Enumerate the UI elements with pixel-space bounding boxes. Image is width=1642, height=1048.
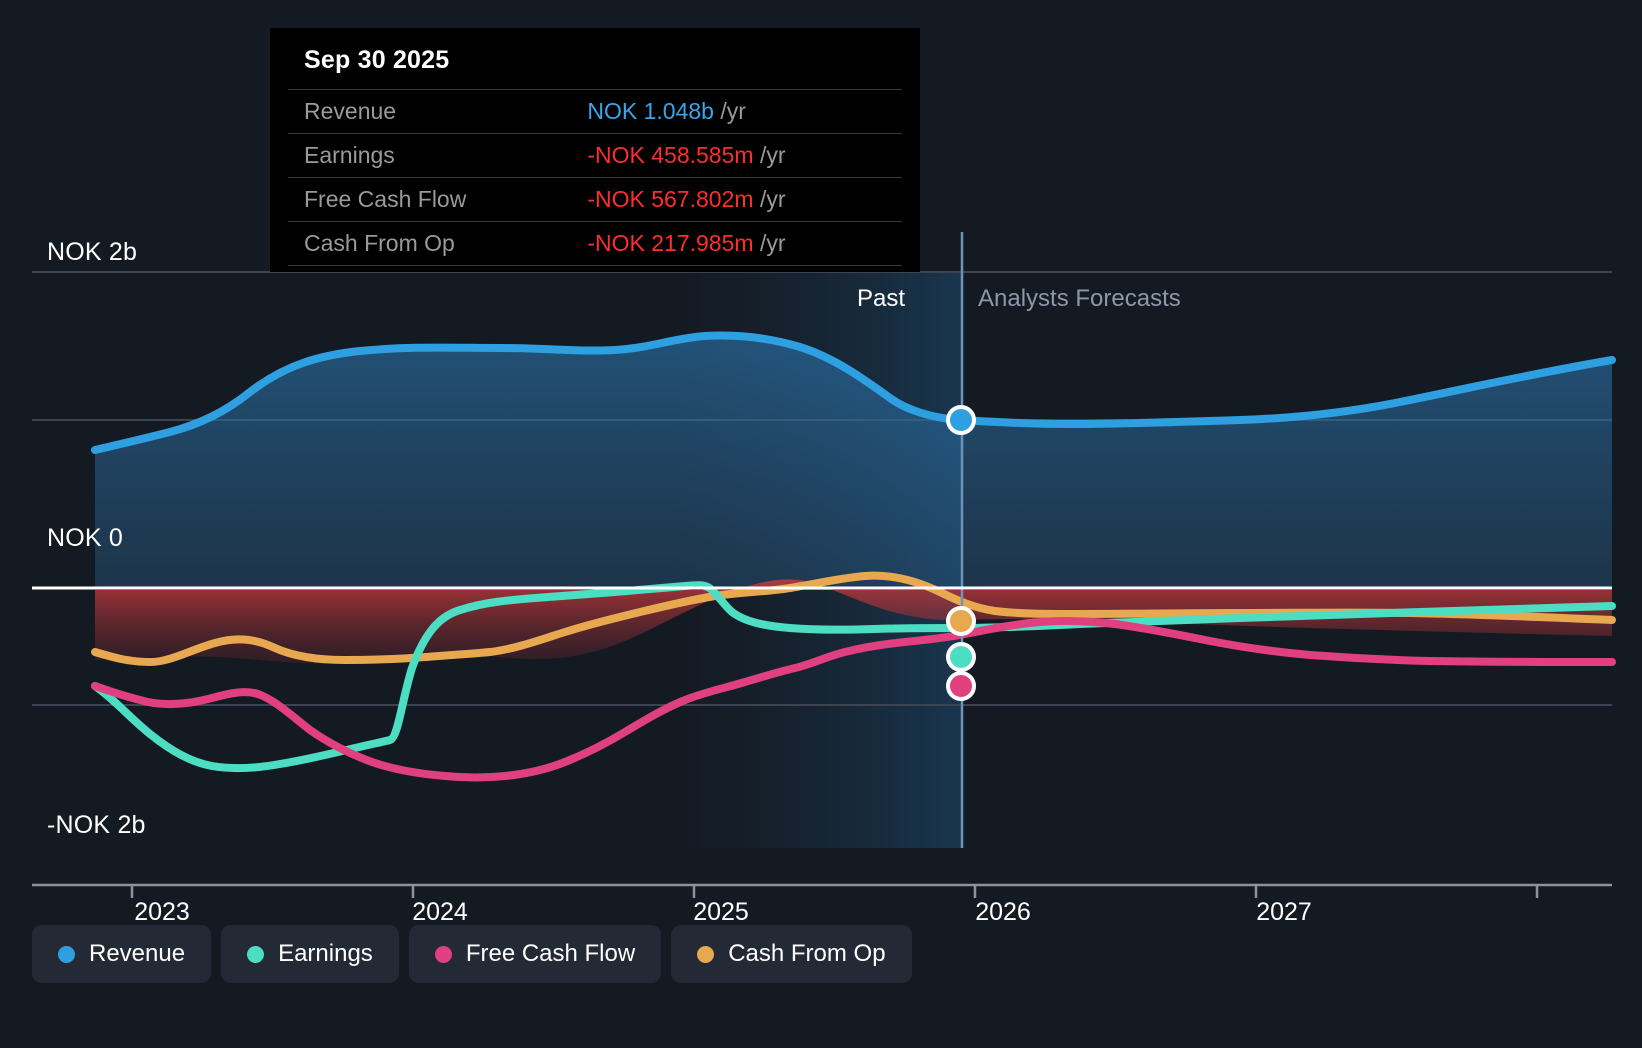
value-markers	[946, 405, 976, 701]
tooltip-date: Sep 30 2025	[304, 46, 450, 74]
tooltip-row-amount: -NOK 217.985m	[587, 230, 754, 256]
tooltip-row-label: Cash From Op	[288, 221, 558, 266]
cash-from-op-color-dot-icon	[697, 945, 715, 963]
x-axis	[32, 883, 1612, 898]
legend-item-free-cash-flow[interactable]: Free Cash Flow	[408, 925, 662, 983]
y-axis-label-bottom: -NOK 2b	[47, 811, 146, 839]
cash-from-op-line	[91, 571, 1616, 666]
y-axis-label-top: NOK 2b	[47, 238, 138, 266]
free-cash-flow-color-dot-icon	[434, 945, 452, 963]
tooltip-row-label: Earnings	[288, 133, 558, 178]
tooltip-row-unit: /yr	[759, 142, 786, 168]
marker-free-cash-flow[interactable]	[946, 671, 976, 701]
y-axis-label-zero: NOK 0	[47, 524, 124, 552]
plot-area	[32, 232, 1616, 898]
tooltip-row-value: -NOK 567.802m /yr	[557, 177, 902, 222]
earnings-line	[91, 581, 1616, 773]
chart-legend: Revenue Earnings Free Cash Flow Cash Fro…	[32, 925, 912, 983]
tooltip-row-value: NOK 1.048b /yr	[557, 89, 902, 134]
revenue-color-dot-icon	[58, 945, 75, 963]
table-row: Cash From Op -NOK 217.985m /yr	[288, 221, 902, 266]
tooltip-row-amount: -NOK 458.585m	[587, 142, 754, 168]
x-axis-label-2026: 2026	[975, 898, 1031, 926]
tooltip-table: Revenue NOK 1.048b /yr Earnings -NOK 458…	[288, 89, 902, 266]
tooltip-row-label: Free Cash Flow	[288, 177, 558, 222]
earnings-color-dot-icon	[247, 945, 265, 963]
free-cash-flow-line	[91, 616, 1616, 782]
legend-label: Free Cash Flow	[465, 940, 636, 967]
x-axis-label-2023: 2023	[134, 898, 190, 926]
marker-revenue[interactable]	[946, 405, 976, 435]
analysts-forecasts-label: Analysts Forecasts	[978, 285, 1181, 312]
tooltip-row-amount: -NOK 567.802m	[587, 186, 754, 212]
x-axis-label-2025: 2025	[693, 898, 749, 926]
datapoint-tooltip: Sep 30 2025 Revenue NOK 1.048b /yr Earni…	[270, 28, 920, 272]
revenue-area	[95, 335, 1612, 588]
loss-shading	[95, 579, 1612, 664]
tooltip-row-label: Revenue	[288, 89, 558, 134]
tooltip-row-unit: /yr	[759, 230, 786, 256]
past-label: Past	[856, 285, 905, 312]
legend-label: Earnings	[278, 940, 373, 967]
tooltip-row-unit: /yr	[720, 98, 746, 124]
revenue-line	[91, 331, 1616, 454]
tooltip-row-amount: NOK 1.048b	[587, 98, 714, 124]
marker-cash-from-op[interactable]	[946, 606, 976, 636]
legend-item-cash-from-op[interactable]: Cash From Op	[671, 925, 912, 983]
tooltip-row-value: -NOK 458.585m /yr	[557, 133, 902, 178]
legend-label: Cash From Op	[728, 940, 886, 967]
marker-earnings[interactable]	[946, 642, 976, 672]
table-row: Free Cash Flow -NOK 567.802m /yr	[288, 177, 902, 222]
table-row: Revenue NOK 1.048b /yr	[288, 89, 902, 134]
table-row: Earnings -NOK 458.585m /yr	[288, 133, 902, 178]
legend-item-revenue[interactable]: Revenue	[32, 925, 212, 983]
legend-item-earnings[interactable]: Earnings	[221, 925, 399, 983]
x-axis-label-2024: 2024	[412, 898, 468, 926]
tooltip-row-unit: /yr	[759, 186, 786, 212]
x-axis-label-2027: 2027	[1256, 898, 1312, 926]
legend-label: Revenue	[89, 940, 186, 967]
tooltip-row-value: -NOK 217.985m /yr	[557, 221, 902, 266]
